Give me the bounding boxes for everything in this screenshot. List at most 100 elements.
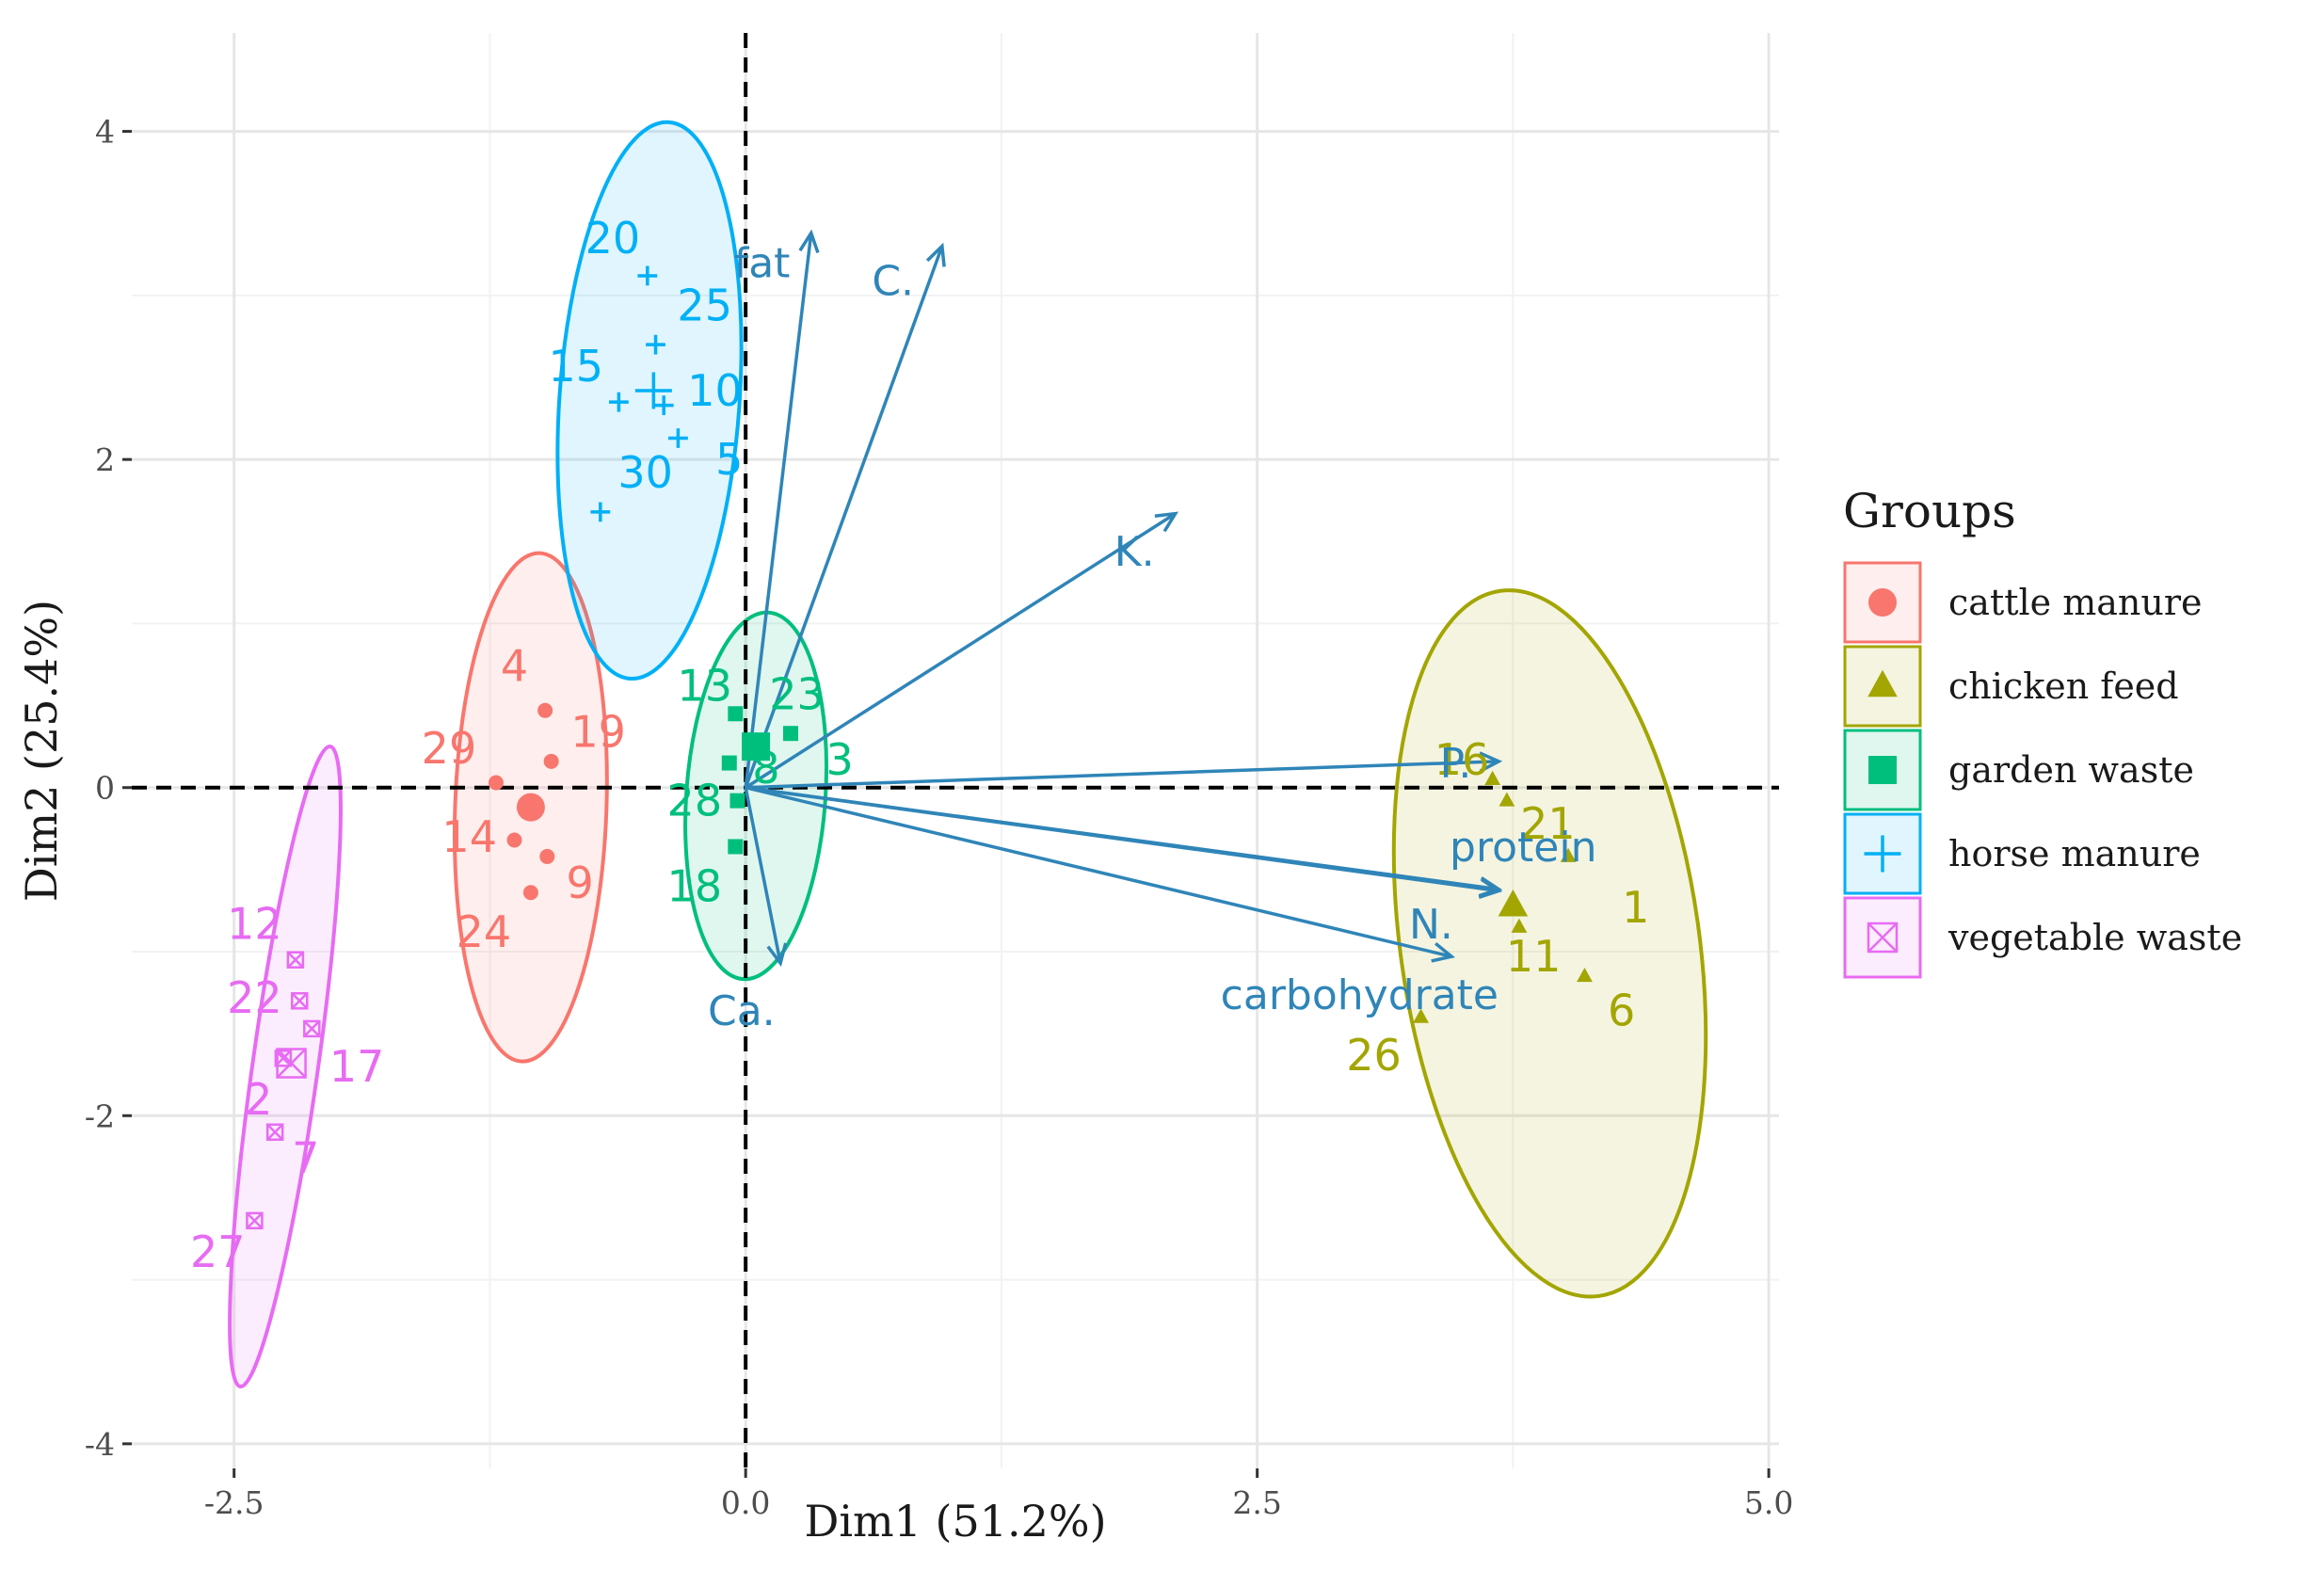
- point-label-15: 15: [548, 341, 603, 392]
- point-29: [488, 775, 504, 791]
- arrow-P: [745, 760, 1499, 790]
- legend-key-marker-d2: [1867, 922, 1898, 953]
- legend-label-garden-waste: garden waste: [1948, 749, 2194, 791]
- point-label-24: 24: [457, 906, 512, 957]
- point-18: [728, 839, 744, 855]
- group-ellipses: [228, 120, 1708, 1389]
- point-label-7: 7: [292, 1133, 319, 1184]
- point-label-8: 8: [752, 743, 779, 794]
- centroid-garden-waste: [742, 732, 771, 761]
- point-30: [590, 502, 611, 522]
- point-label-12: 12: [227, 898, 282, 949]
- point-14: [506, 832, 522, 848]
- point-label-2: 2: [245, 1074, 272, 1125]
- point-label-22: 22: [227, 972, 282, 1023]
- arrowhead-N: [1431, 941, 1456, 963]
- arrow-Ca: [744, 787, 782, 964]
- x-tick-label: 0.0: [721, 1484, 770, 1521]
- point-label-23: 23: [769, 668, 825, 719]
- point-5: [668, 428, 688, 448]
- x-tick-label: 2.5: [1232, 1484, 1281, 1521]
- point-label-14: 14: [441, 811, 497, 862]
- arrow-N: [745, 786, 1452, 958]
- point-7: [265, 1123, 284, 1141]
- minor-gridlines: [132, 33, 1779, 1468]
- point-22-d2: [291, 992, 309, 1010]
- centroid-horse-manure: [634, 372, 672, 409]
- arrowhead-K: [1154, 511, 1179, 533]
- point-11: [1511, 918, 1528, 933]
- legend-key-horse-manure: [1843, 812, 1922, 895]
- point-label-29: 29: [422, 723, 477, 774]
- legend-key-marker: [1868, 756, 1897, 784]
- point-label-30: 30: [617, 447, 673, 498]
- legend-key-marker: [1867, 669, 1898, 697]
- point-12-box: [286, 951, 305, 969]
- legend-key-marker: [1867, 922, 1899, 954]
- point-21: [1499, 792, 1515, 807]
- arrowhead-P: [1479, 751, 1503, 773]
- legend-key-marker-box: [1867, 922, 1899, 954]
- point-label-27: 27: [190, 1226, 246, 1277]
- point-label-6: 6: [1608, 986, 1635, 1036]
- point-4: [537, 702, 553, 718]
- centroid-vegetable-waste-box: [276, 1048, 307, 1079]
- data-points: [246, 265, 1593, 1230]
- legend: Groups cattle manure chicken feed garden w…: [1843, 484, 2242, 979]
- point-17: [303, 1019, 321, 1038]
- point-12-d2: [287, 951, 304, 969]
- point-1: [1560, 847, 1577, 862]
- point-label-5: 5: [715, 434, 743, 485]
- point-label-26: 26: [1346, 1030, 1402, 1081]
- point-label-20: 20: [585, 213, 641, 264]
- point-24: [522, 885, 538, 901]
- point-3: [783, 726, 798, 742]
- arrow-K: [745, 512, 1177, 790]
- point-27: [246, 1211, 264, 1230]
- point-26: [1413, 1008, 1429, 1023]
- point-label-16: 16: [1434, 734, 1490, 785]
- y-tick-label: 0: [95, 770, 115, 807]
- point-22: [291, 992, 309, 1010]
- point-17-box: [303, 1019, 321, 1038]
- point-28: [729, 793, 745, 809]
- legend-label-vegetable-waste: vegetable waste: [1947, 917, 2242, 958]
- point-19: [543, 753, 559, 769]
- point-label-4: 4: [501, 641, 528, 692]
- point-label-21: 21: [1520, 798, 1576, 849]
- point-label-25: 25: [677, 280, 732, 330]
- point-8: [721, 755, 737, 771]
- point-6: [1577, 967, 1593, 983]
- point-label-10: 10: [687, 365, 743, 416]
- point-label-19: 19: [570, 706, 626, 757]
- point-27-d2: [246, 1211, 264, 1229]
- variable-label-P: P.: [1440, 740, 1472, 788]
- variable-label-K: K.: [1114, 528, 1155, 576]
- legend-title: Groups: [1843, 484, 2016, 538]
- variable-label-N: N.: [1409, 901, 1453, 949]
- point-label-11: 11: [1506, 931, 1562, 982]
- point-7-box: [265, 1123, 284, 1141]
- point-2-box: [274, 1050, 293, 1067]
- variable-arrows: [744, 229, 1503, 968]
- legend-label-chicken-feed: chicken feed: [1948, 665, 2179, 707]
- ellipse-garden-waste: [683, 610, 829, 982]
- y-tick-label: 2: [95, 441, 115, 478]
- variable-label-carbohydrate: carbohydrate: [1221, 971, 1499, 1019]
- point-12: [286, 951, 305, 969]
- legend-key-garden-waste: [1843, 729, 1922, 811]
- arrowhead-carbohydrate: [1478, 877, 1503, 899]
- legend-key-vegetable-waste: [1843, 896, 1922, 979]
- centroid-chicken-feed: [1498, 889, 1529, 917]
- point-label-3: 3: [826, 734, 854, 785]
- point-25: [646, 334, 665, 355]
- arrow-C: [744, 245, 944, 789]
- x-axis-title: Dim1 (51.2%): [804, 1496, 1106, 1547]
- arrow-carbohydrate: [745, 785, 1499, 893]
- centroid-vegetable-waste-d2: [276, 1048, 307, 1079]
- point-16: [1484, 770, 1501, 785]
- ellipse-chicken-feed: [1391, 588, 1708, 1299]
